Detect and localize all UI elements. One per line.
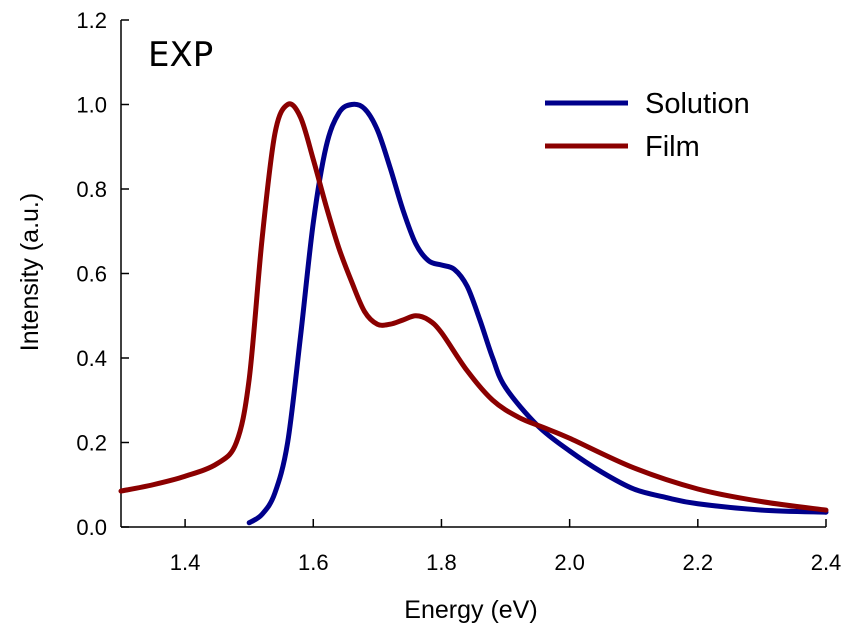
y-tick-label: 0.6 [76,262,107,287]
plot-area: 1.4 1.6 1.8 2.0 2.2 2.4 0.0 0.2 0.4 0.6 0.8 1.0 1.2 [76,8,841,575]
legend: Solution Film [545,88,750,163]
y-tick-label: 0.8 [76,177,107,202]
y-tick-label: 0.4 [76,346,107,371]
y-tick-label: 0.2 [76,431,107,456]
x-tick-label: 2.2 [683,550,714,575]
panel-label: EXP [148,35,213,75]
series-line-solution [246,101,829,526]
series-line-film [118,101,829,513]
y-tick-label: 1.2 [76,8,107,33]
y-tick-label: 1.0 [76,93,107,118]
x-axis-title: Energy (eV) [404,596,537,624]
x-tick-label: 1.6 [298,550,329,575]
x-tick-label: 2.4 [811,550,842,575]
x-tick-label: 2.0 [554,550,585,575]
y-axis-title: Intensity (a.u.) [16,193,44,351]
y-tick-label: 0.0 [76,515,107,540]
legend-label-film: Film [645,131,700,163]
x-tick-label: 1.4 [170,550,201,575]
legend-label-solution: Solution [645,88,750,120]
x-tick-label: 1.8 [426,550,457,575]
